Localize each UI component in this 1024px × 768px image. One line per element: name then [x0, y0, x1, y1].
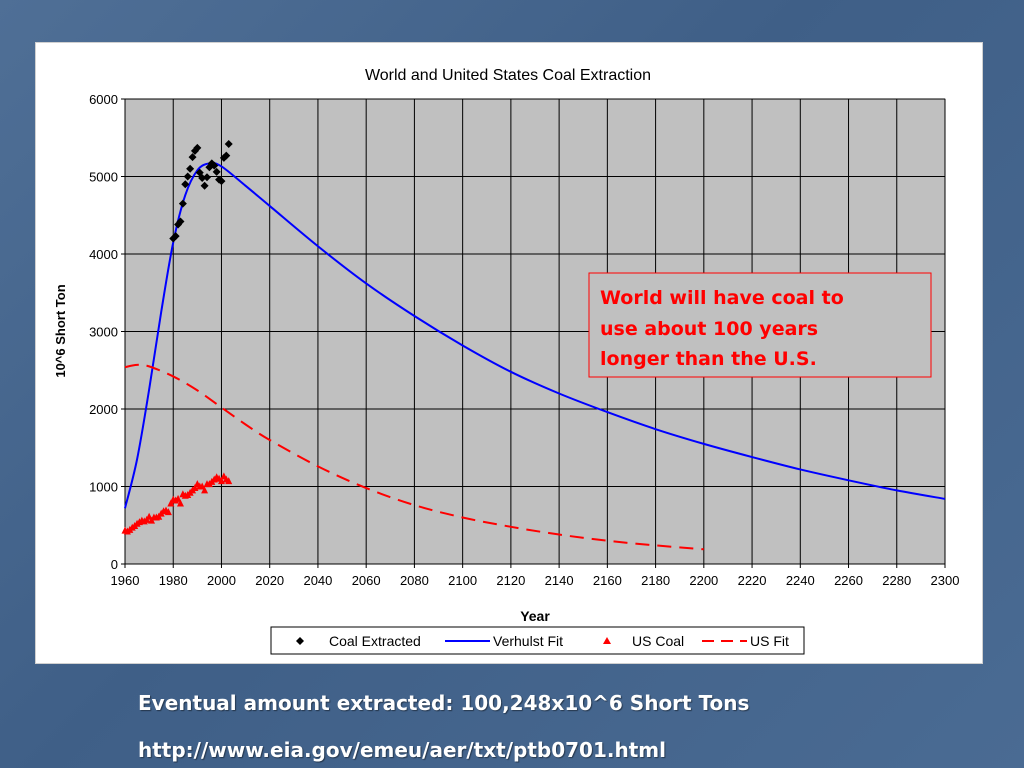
coal-extracted-point — [203, 173, 211, 182]
us-fit-line — [124, 363, 704, 551]
x-tick-label: 2140 — [545, 573, 574, 588]
coal-extraction-chart: World and United States Coal Extraction … — [53, 67, 960, 655]
x-tick-label: 2120 — [496, 573, 525, 588]
coal-extracted-point — [171, 232, 180, 241]
y-tick-label: 2000 — [89, 402, 118, 417]
coal-extracted-point — [183, 172, 192, 181]
legend-us-fit: US Fit — [750, 633, 789, 649]
coal-extracted-point — [200, 181, 209, 190]
x-tick-label: 2240 — [786, 573, 815, 588]
x-tick-label: 2200 — [689, 573, 718, 588]
x-axis-label: Year — [520, 608, 550, 624]
coal-extracted-point — [198, 174, 207, 183]
coal-extracted-point — [217, 177, 226, 186]
x-tick-label: 2260 — [834, 573, 863, 588]
coal-extracted-markers — [169, 139, 233, 243]
y-tick-label: 6000 — [89, 92, 118, 107]
annotation-box: World will have coal to use about 100 ye… — [588, 272, 932, 378]
coal-extracted-point — [178, 199, 187, 208]
legend-coal-extracted-marker — [296, 637, 304, 645]
us-coal-point — [167, 499, 175, 507]
coal-extracted-point — [193, 143, 202, 152]
us-coal-point — [174, 494, 182, 502]
us-coal-point — [164, 508, 172, 516]
x-tick-label: 2300 — [931, 573, 960, 588]
x-axis-ticks: 1960 1980 2000 2020 2040 2060 2080 2100 2120 2140… — [111, 564, 960, 588]
legend: Coal Extracted Verhulst Fit US Coal US F… — [270, 626, 805, 655]
annotation-line-2: use about 100 years — [600, 318, 818, 340]
us-coal-point — [201, 486, 209, 494]
caption-eventual-amount: Eventual amount extracted: 100,248x10^6 … — [138, 691, 750, 715]
x-tick-label: 2280 — [882, 573, 911, 588]
y-tick-label: 1000 — [89, 480, 118, 495]
x-tick-label: 2040 — [303, 573, 332, 588]
x-tick-label: 2080 — [400, 573, 429, 588]
x-tick-label: 2060 — [352, 573, 381, 588]
series-layer — [121, 139, 946, 551]
y-axis-ticks: 0 1000 2000 3000 4000 5000 6000 — [89, 92, 125, 572]
us-coal-point — [225, 477, 233, 485]
verhulst-fit-line — [124, 162, 946, 509]
legend-coal-extracted: Coal Extracted — [329, 633, 421, 649]
coal-extracted-point — [181, 180, 190, 189]
legend-verhulst-fit: Verhulst Fit — [493, 633, 563, 649]
annotation-line-1: World will have coal to — [600, 287, 844, 309]
coal-extracted-point — [222, 151, 231, 160]
y-tick-label: 3000 — [89, 325, 118, 340]
coal-extracted-point — [210, 161, 219, 170]
us-coal-point — [176, 499, 184, 507]
coal-extracted-point — [186, 164, 195, 173]
chart-title: World and United States Coal Extraction — [365, 67, 651, 84]
x-tick-label: 2220 — [738, 573, 767, 588]
y-tick-label: 5000 — [89, 170, 118, 185]
caption-source-url[interactable]: http://www.eia.gov/emeu/aer/txt/ptb0701.… — [138, 738, 666, 762]
us-coal-markers — [121, 472, 233, 535]
x-tick-label: 2000 — [207, 573, 236, 588]
legend-us-coal-marker — [603, 637, 611, 644]
chart-panel: World and United States Coal Extraction … — [35, 42, 983, 664]
coal-extracted-point — [176, 217, 185, 226]
annotation-line-3: longer than the U.S. — [600, 348, 817, 370]
x-tick-label: 2180 — [641, 573, 670, 588]
y-tick-label: 0 — [111, 557, 118, 572]
y-axis-label: 10^6 Short Ton — [53, 284, 68, 377]
coal-extracted-point — [188, 153, 197, 162]
x-tick-label: 1960 — [111, 573, 140, 588]
coal-extracted-point — [224, 139, 233, 148]
y-tick-label: 4000 — [89, 247, 118, 262]
x-tick-label: 2100 — [448, 573, 477, 588]
coal-extracted-point — [219, 153, 228, 162]
coal-extracted-point — [212, 167, 221, 176]
x-tick-label: 2020 — [255, 573, 284, 588]
legend-us-coal: US Coal — [632, 633, 684, 649]
x-tick-label: 1980 — [159, 573, 188, 588]
x-tick-label: 2160 — [593, 573, 622, 588]
